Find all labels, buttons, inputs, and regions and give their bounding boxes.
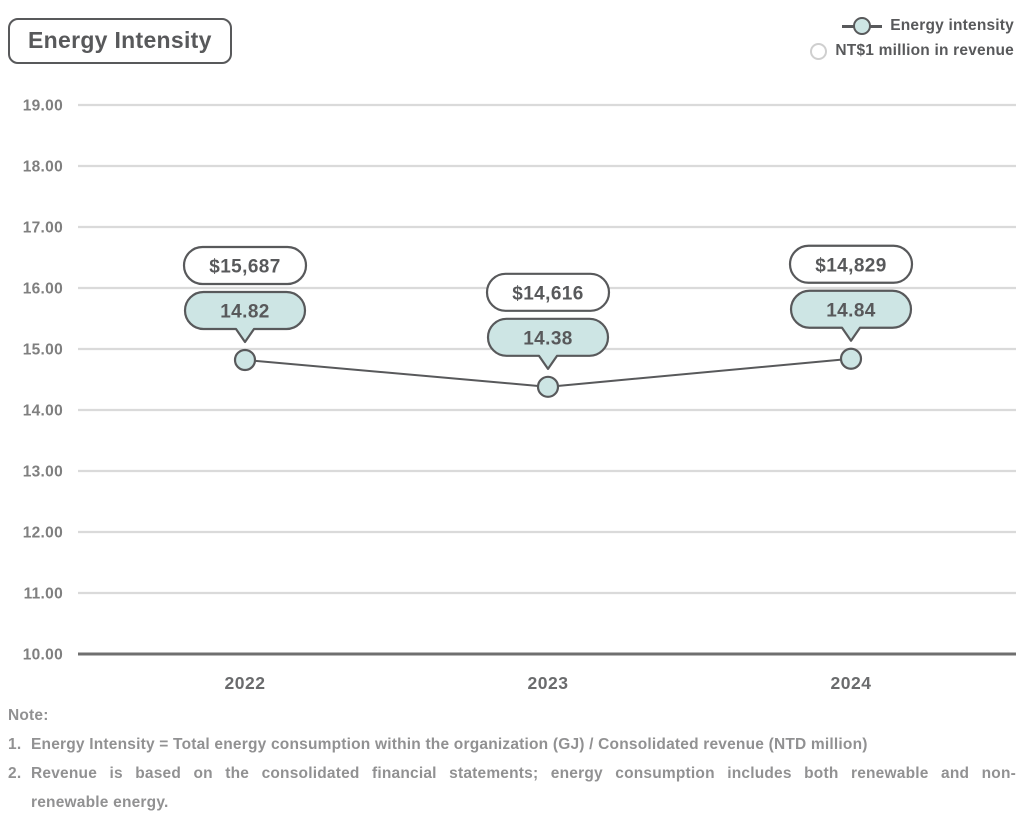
revenue-value-2023: $14,616 xyxy=(512,283,583,304)
y-tick-label: 18.00 xyxy=(23,159,63,176)
notes-heading: Note: xyxy=(8,707,49,724)
x-tick-label-2022: 2022 xyxy=(225,673,266,693)
revenue-bubble-2022 xyxy=(182,245,308,286)
legend-white-circle-icon xyxy=(810,42,828,60)
intensity-bubble-2023 xyxy=(486,317,610,370)
legend-item-revenue: NT$1 million in revenue xyxy=(810,42,1014,60)
note-text: Energy Intensity = Total energy consumpt… xyxy=(31,730,1016,759)
chart-title: Energy Intensity xyxy=(8,18,232,64)
x-tick-label-2024: 2024 xyxy=(831,673,872,693)
y-tick-label: 11.00 xyxy=(24,586,63,603)
note-number: 2. xyxy=(8,765,22,782)
note-line: renewable energy. xyxy=(31,794,169,811)
legend-line-circle-icon xyxy=(842,17,883,35)
data-point-2024 xyxy=(839,347,863,370)
intensity-bubble-2022 xyxy=(183,290,307,344)
y-tick-label: 16.00 xyxy=(23,281,63,298)
y-tick-label: 10.00 xyxy=(23,647,63,664)
revenue-bubble-2023 xyxy=(485,272,611,312)
y-tick-label: 15.00 xyxy=(23,342,63,359)
revenue-value-2022: $15,687 xyxy=(209,256,280,277)
y-tick-label: 12.00 xyxy=(23,525,63,542)
revenue-value-2024: $14,829 xyxy=(815,255,886,276)
intensity-value-2024: 14.84 xyxy=(826,300,876,321)
legend-item-energy-intensity: Energy intensity xyxy=(842,17,1014,35)
note-line: Revenue is based on the consolidated fin… xyxy=(31,765,1016,782)
note-item-2: 2. Revenue is based on the consolidated f… xyxy=(8,759,1016,817)
y-tick-label: 17.00 xyxy=(23,220,63,237)
note-item-1: 1. Energy Intensity = Total energy consum… xyxy=(8,730,1016,759)
intensity-value-2022: 14.82 xyxy=(220,301,270,322)
data-point-2023 xyxy=(536,375,560,398)
legend-label: NT$1 million in revenue xyxy=(835,42,1014,59)
intensity-value-2023: 14.38 xyxy=(523,328,573,349)
data-point-2022 xyxy=(233,348,257,372)
chart-title-label: Energy Intensity xyxy=(28,27,212,53)
chart-legend: Energy intensity NT$1 million in revenue xyxy=(810,17,1014,60)
note-text: Revenue is based on the consolidated fin… xyxy=(31,759,1016,817)
intensity-bubble-2024 xyxy=(789,289,913,342)
x-tick-label-2023: 2023 xyxy=(528,673,569,693)
y-tick-label: 14.00 xyxy=(23,403,63,420)
note-line: Energy Intensity = Total energy consumpt… xyxy=(31,736,868,753)
revenue-bubble-2024 xyxy=(788,244,914,284)
y-tick-label: 13.00 xyxy=(23,464,63,481)
legend-label: Energy intensity xyxy=(890,17,1014,34)
notes-section: Note: 1. Energy Intensity = Total energy … xyxy=(8,701,1016,817)
note-number: 1. xyxy=(8,736,22,753)
y-tick-label: 19.00 xyxy=(23,98,63,115)
